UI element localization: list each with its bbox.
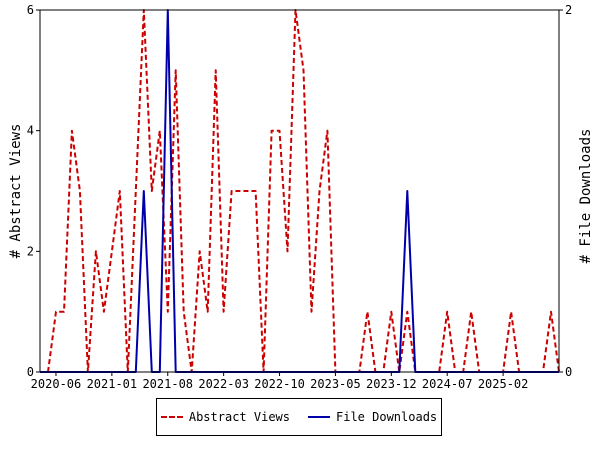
y-tick-label-left: 4 <box>27 124 34 138</box>
y-axis-title-right: # File Downloads <box>578 129 594 264</box>
x-tick-label: 2025-02 <box>478 377 529 391</box>
plot-background <box>40 10 559 372</box>
axis-layer: 0 2 4 6 0 2 2020-06 2021-01 2021-08 2022-03 2022-1… <box>27 3 572 391</box>
legend-label-abstract-views: Abstract Views <box>188 410 290 424</box>
x-tick-label: 2022-10 <box>254 377 305 391</box>
legend-item-abstract-views: Abstract Views <box>160 410 290 424</box>
x-tick-label: 2020-06 <box>31 377 82 391</box>
series-line-abstract-views <box>40 9 560 373</box>
legend: Abstract Views File Downloads <box>156 398 442 436</box>
x-tick-label: 2022-03 <box>198 377 249 391</box>
x-tick-label: 2024-07 <box>422 377 473 391</box>
legend-swatch-file-downloads <box>308 416 330 418</box>
legend-item-file-downloads: File Downloads <box>308 410 437 424</box>
y-tick-label-left: 0 <box>27 365 34 379</box>
x-tick-label: 2021-01 <box>87 377 138 391</box>
y-tick-label-left: 6 <box>27 3 34 17</box>
plot-frame <box>39 9 560 373</box>
legend-label-file-downloads: File Downloads <box>336 410 438 424</box>
y-tick-label-left: 2 <box>27 244 34 258</box>
x-tick-label: 2023-12 <box>366 377 417 391</box>
y-axis-title-left: # Abstract Views <box>8 124 24 259</box>
x-tick-label: 2023-05 <box>310 377 361 391</box>
y-tick-label-right: 2 <box>565 3 572 17</box>
legend-swatch-abstract-views <box>160 416 183 418</box>
x-tick-label: 2021-08 <box>142 377 193 391</box>
y-tick-label-right: 0 <box>565 365 572 379</box>
